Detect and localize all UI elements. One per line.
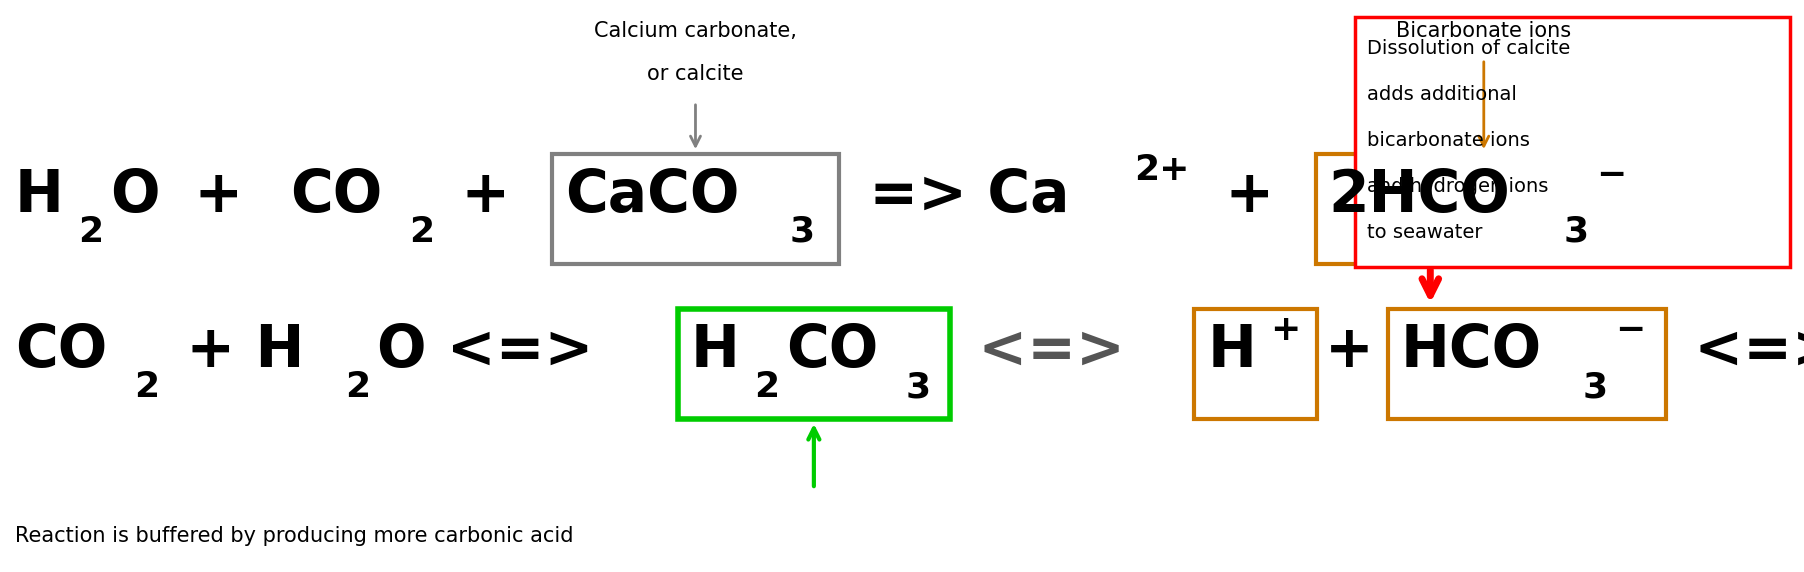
- Text: CO: CO: [290, 167, 382, 224]
- Text: Dissolution of calcite: Dissolution of calcite: [1367, 39, 1569, 58]
- Text: CO: CO: [14, 322, 106, 379]
- Text: 2+: 2+: [1133, 153, 1189, 187]
- Text: CaCO: CaCO: [565, 167, 740, 224]
- Text: +: +: [1270, 313, 1301, 347]
- Text: and hydrogen ions: and hydrogen ions: [1367, 177, 1548, 196]
- Text: Reaction is buffered by producing more carbonic acid: Reaction is buffered by producing more c…: [14, 526, 574, 546]
- Text: => Ca: => Ca: [850, 167, 1070, 224]
- Text: Calcium carbonate,: Calcium carbonate,: [594, 21, 797, 41]
- Text: +: +: [442, 167, 530, 224]
- Text: 2HCO: 2HCO: [1330, 167, 1510, 224]
- Text: + H: + H: [166, 322, 305, 379]
- Text: +: +: [1205, 167, 1295, 224]
- Text: 2: 2: [78, 215, 103, 249]
- Text: adds additional: adds additional: [1367, 85, 1517, 104]
- Text: or calcite: or calcite: [648, 64, 743, 84]
- Text: 2: 2: [410, 215, 435, 249]
- Text: Bicarbonate ions: Bicarbonate ions: [1396, 21, 1571, 41]
- Bar: [1194, 309, 1317, 419]
- Text: 2: 2: [754, 370, 779, 404]
- Text: CO: CO: [787, 322, 879, 379]
- Text: H: H: [691, 322, 740, 379]
- Text: bicarbonate ions: bicarbonate ions: [1367, 131, 1530, 150]
- Bar: [1387, 309, 1667, 419]
- Text: 3: 3: [906, 370, 931, 404]
- Bar: [1315, 154, 1652, 264]
- Text: 2: 2: [345, 370, 370, 404]
- Text: <=>: <=>: [958, 322, 1146, 379]
- Bar: [678, 309, 951, 419]
- Text: H: H: [1207, 322, 1256, 379]
- Text: 3: 3: [1564, 215, 1589, 249]
- Text: +: +: [175, 167, 263, 224]
- Text: 2: 2: [133, 370, 159, 404]
- Text: to seawater: to seawater: [1367, 223, 1483, 242]
- Text: −: −: [1597, 158, 1625, 192]
- Text: O: O: [110, 167, 161, 224]
- Bar: [1355, 17, 1790, 267]
- Bar: [552, 154, 839, 264]
- Text: HCO: HCO: [1400, 322, 1542, 379]
- Text: 3: 3: [1582, 370, 1607, 404]
- Text: 3: 3: [790, 215, 815, 249]
- Text: <=> 2H: <=> 2H: [1674, 322, 1804, 379]
- Text: +: +: [1324, 322, 1373, 379]
- Text: H: H: [14, 167, 63, 224]
- Text: −: −: [1615, 313, 1645, 347]
- Text: O <=>: O <=>: [377, 322, 613, 379]
